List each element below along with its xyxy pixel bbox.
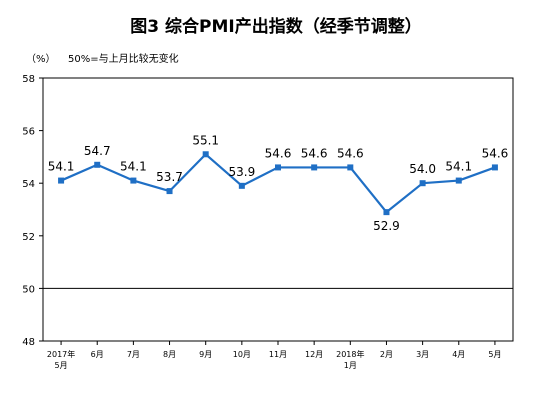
y-tick-label: 48 (22, 337, 35, 348)
x-tick-label: 3月 (416, 350, 429, 359)
data-label: 54.6 (337, 146, 364, 160)
data-point (166, 188, 173, 195)
y-unit-label: （%） (26, 53, 56, 65)
baseline-note: 50%=与上月比较无变化 (68, 52, 179, 65)
data-point (130, 177, 137, 184)
data-point (455, 177, 462, 184)
chart-title: 图3 综合PMI产出指数（经季节调整） (130, 16, 421, 37)
x-tick-label: 10月 (233, 350, 251, 359)
data-label: 54.1 (48, 160, 75, 174)
y-tick-label: 52 (22, 232, 35, 243)
y-tick-label: 56 (22, 127, 35, 138)
data-label: 54.6 (265, 146, 292, 160)
data-point (347, 164, 354, 171)
data-point (275, 164, 281, 171)
data-point (491, 164, 498, 171)
x-tick-label: 11月 (269, 350, 287, 359)
x-tick-label: 2月 (380, 350, 393, 359)
data-point (419, 180, 426, 187)
data-label: 54.1 (120, 160, 147, 174)
data-label: 54.7 (84, 144, 111, 158)
x-tick-label: 5月 (55, 361, 68, 370)
data-label: 53.7 (156, 170, 183, 184)
data-label: 52.9 (373, 219, 400, 233)
x-tick-label: 6月 (91, 350, 104, 359)
data-point (383, 209, 390, 216)
data-label: 54.1 (445, 160, 472, 174)
data-point (311, 164, 318, 171)
data-label: 54.0 (409, 162, 436, 176)
x-tick-label: 8月 (163, 350, 176, 359)
data-label: 54.6 (301, 146, 328, 160)
y-tick-label: 54 (22, 179, 35, 190)
y-tick-label: 50 (22, 284, 35, 295)
plot-frame (42, 77, 514, 342)
x-tick-label: 4月 (452, 350, 465, 359)
data-label: 54.6 (482, 146, 509, 160)
x-tick-label: 2017年 (47, 349, 75, 359)
data-point (238, 182, 245, 189)
x-tick-label: 7月 (127, 350, 140, 359)
plot-area: 48 50 52 54 56 58 2017年 5月 6月 7月 8月 9月 10月 11月 12月 2018… (22, 74, 514, 370)
data-point (202, 151, 209, 158)
data-label: 53.9 (228, 165, 255, 179)
y-tick-label: 58 (22, 74, 35, 85)
data-point (58, 177, 65, 184)
data-label: 55.1 (192, 133, 219, 147)
x-tick-label: 5月 (488, 350, 501, 359)
x-tick-label: 12月 (305, 350, 323, 359)
x-tick-label: 9月 (199, 350, 212, 359)
x-tick-label: 1月 (344, 361, 357, 370)
x-tick-label: 2018年 (336, 349, 364, 359)
data-point (94, 161, 101, 168)
